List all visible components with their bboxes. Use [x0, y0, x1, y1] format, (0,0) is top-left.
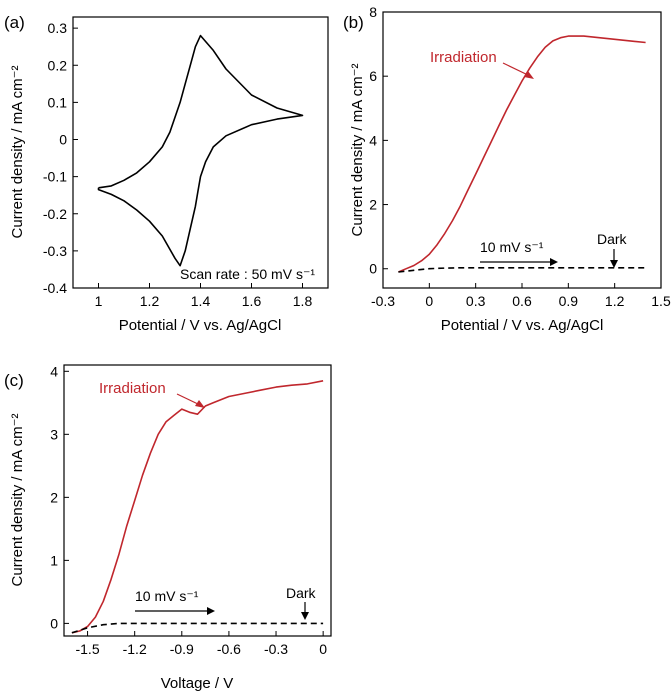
panel-c-xlabel: Voltage / V	[161, 675, 234, 692]
panel-a-xlabel: Potential / V vs. Ag/AgCl	[119, 317, 282, 334]
panel-a-ytick-label: -0.4	[43, 280, 67, 296]
panel-c-series-dark	[71, 622, 324, 634]
panel-a-series-curve-0	[97, 34, 304, 267]
panel-c-dark-arrowhead	[301, 612, 309, 620]
panel-b-irradiation-arrow	[502, 62, 531, 77]
panel-c-ytick-label: 4	[50, 363, 58, 379]
panel-c-xtick-label: -0.6	[217, 641, 241, 657]
panel-c-ytick-label: 0	[50, 615, 58, 631]
panel-c-xtick-label: 0	[319, 641, 327, 657]
panel-c-dark-label: Dark	[286, 585, 317, 601]
panel-c-xtick-label: -1.2	[123, 641, 147, 657]
panel-b-rate-label: 10 mV s⁻¹	[480, 239, 544, 255]
panel-b-rate-arrowhead	[550, 258, 558, 266]
panel-a-ytick-label: -0.3	[43, 243, 67, 259]
panel-c-series	[71, 380, 324, 634]
panel-a-scan-rate: Scan rate : 50 mV s⁻¹	[180, 266, 315, 282]
panel-a-series	[97, 34, 304, 267]
panel-b-series-dark	[398, 266, 646, 273]
panel-b-irradiation-label: Irradiation	[430, 49, 497, 66]
panel-c-ytick-label: 3	[50, 426, 58, 442]
panel-a-xtick-label: 1.6	[242, 293, 262, 309]
panel-c-irradiation-arrowhead	[195, 400, 205, 408]
panel-c-series-irradiation	[71, 380, 324, 634]
panel-c-xtick-label: -0.3	[264, 641, 288, 657]
panel-a-xtick-label: 1.8	[293, 293, 313, 309]
panel-c-rate-label: 10 mV s⁻¹	[135, 588, 199, 604]
panel-b-series-irradiation	[398, 35, 646, 273]
panel-a-ytick-label: 0.3	[48, 20, 68, 36]
panel-c-rate-arrowhead	[207, 607, 215, 615]
panel-b-ytick-label: 6	[369, 68, 377, 84]
panel-c-ytick-label: 1	[50, 552, 58, 568]
panel-b-ytick-label: 2	[369, 197, 377, 213]
panel-a-ylabel: Current density / mA cm⁻²	[9, 66, 26, 239]
panel-c-plot-frame	[63, 364, 332, 637]
panel-c-irradiation-arrow	[176, 393, 201, 406]
panel-b-xtick-label: 0.9	[559, 293, 579, 309]
panel-a-ytick-label: -0.2	[43, 206, 67, 222]
panel-b-xlabel: Potential / V vs. Ag/AgCl	[441, 317, 604, 334]
panel-b-xtick-label: 0.3	[466, 293, 486, 309]
panel-c: (c) -1.5 -1.2 -0.9 -0.6 -0.3 0 0 1 2 3 4 Voltage /…	[4, 363, 332, 692]
panel-b-ytick-label: 4	[369, 132, 377, 148]
panel-b-ylabel: Current density / mA cm⁻²	[349, 64, 366, 237]
panel-a-ytick-label: -0.1	[43, 169, 67, 185]
panel-b-xtick-label: 0.6	[512, 293, 532, 309]
panel-a-ytick-label: 0.1	[48, 94, 68, 110]
panel-a: (a) 1 1.2 1.4 1.6 1.8 -0.4 -0.3 -0.2 -0.1 0 0.1 0.2…	[4, 13, 329, 334]
panel-a-ticks: 1 1.2 1.4 1.6 1.8 -0.4 -0.3 -0.2 -0.1 0 0.1 0.2 0.3	[43, 20, 313, 309]
panel-c-label: (c)	[4, 371, 24, 390]
panel-a-xtick-label: 1.4	[191, 293, 211, 309]
panel-c-ticks: -1.5 -1.2 -0.9 -0.6 -0.3 0 0 1 2 3 4	[50, 363, 327, 657]
panel-a-ytick-label: 0	[59, 132, 67, 148]
panel-b-irradiation-arrowhead	[524, 71, 534, 79]
panel-b-xtick-label: 1.2	[605, 293, 625, 309]
panel-b-xtick-label: 1.5	[651, 293, 671, 309]
panel-c-xtick-label: -0.9	[170, 641, 194, 657]
panel-b-ytick-label: 8	[369, 4, 377, 20]
panel-a-xtick-label: 1	[95, 293, 103, 309]
panel-c-xtick-label: -1.5	[75, 641, 99, 657]
panel-b-ytick-label: 0	[369, 261, 377, 277]
panel-b-ticks: -0.3 0 0.3 0.6 0.9 1.2 1.5 0 2 4 6 8	[369, 4, 671, 309]
panel-a-plot-frame	[72, 16, 329, 289]
panel-b-dark-arrowhead	[610, 260, 618, 268]
panel-a-xtick-label: 1.2	[140, 293, 160, 309]
panel-a-label: (a)	[4, 13, 25, 32]
panel-c-ylabel: Current density / mA cm⁻²	[9, 414, 26, 587]
panel-b: (b) -0.3 0 0.3 0.6 0.9 1.2 1.5 0 2 4 6 8 Potential …	[343, 4, 671, 334]
panel-c-ytick-label: 2	[50, 489, 58, 505]
panel-b-dark-label: Dark	[597, 231, 628, 247]
panel-b-series	[398, 35, 646, 273]
panel-b-label: (b)	[343, 13, 364, 32]
panel-b-xtick-label: 0	[425, 293, 433, 309]
panel-a-ytick-label: 0.2	[48, 57, 68, 73]
panel-c-irradiation-label: Irradiation	[99, 380, 166, 397]
panel-b-xtick-label: -0.3	[371, 293, 395, 309]
